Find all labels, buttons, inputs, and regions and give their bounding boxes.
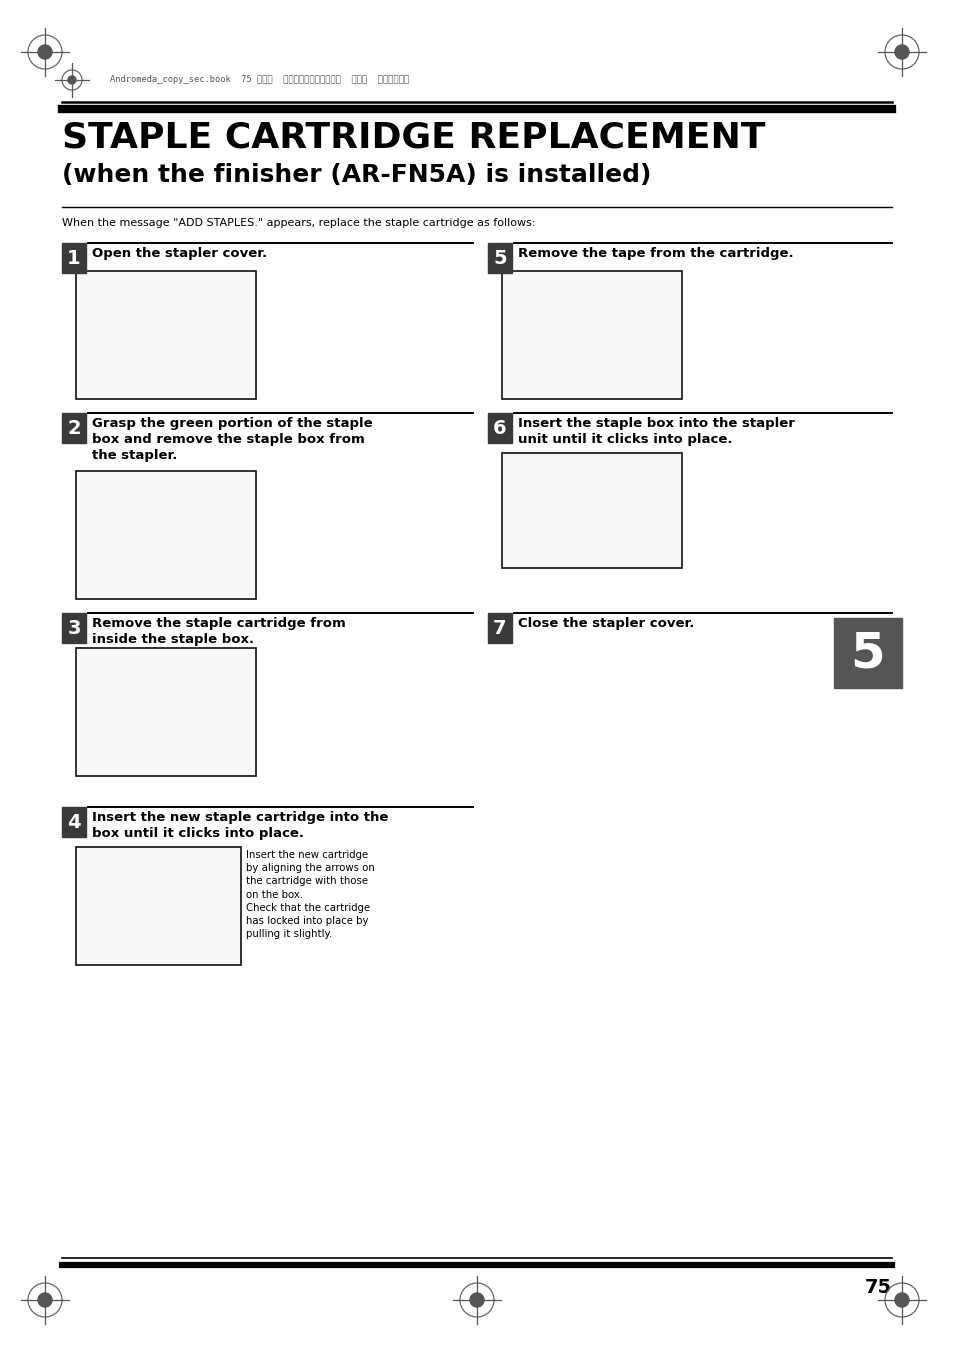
- Text: Open the stapler cover.: Open the stapler cover.: [91, 247, 267, 259]
- Text: Insert the staple box into the stapler
unit until it clicks into place.: Insert the staple box into the stapler u…: [517, 417, 794, 446]
- Circle shape: [38, 45, 52, 59]
- Circle shape: [470, 1293, 483, 1306]
- Text: Insert the new staple cartridge into the
box until it clicks into place.: Insert the new staple cartridge into the…: [91, 811, 388, 840]
- Bar: [488, 613, 512, 643]
- Text: 2: 2: [67, 419, 81, 438]
- Text: 5: 5: [850, 630, 884, 677]
- Text: When the message "ADD STAPLES." appears, replace the staple cartridge as follows: When the message "ADD STAPLES." appears,…: [62, 218, 535, 228]
- Circle shape: [68, 76, 76, 84]
- Text: 7: 7: [493, 619, 506, 638]
- Bar: [76, 648, 255, 775]
- Text: Remove the staple cartridge from
inside the staple box.: Remove the staple cartridge from inside …: [91, 617, 345, 646]
- Text: 3: 3: [67, 619, 81, 638]
- Text: Remove the tape from the cartridge.: Remove the tape from the cartridge.: [517, 247, 793, 259]
- Text: 6: 6: [493, 419, 506, 438]
- Bar: [76, 847, 241, 965]
- Bar: [62, 613, 86, 643]
- Bar: [62, 243, 86, 273]
- Bar: [76, 272, 255, 399]
- Text: 1: 1: [67, 249, 81, 267]
- Text: Insert the new cartridge
by aligning the arrows on
the cartridge with those
on t: Insert the new cartridge by aligning the…: [246, 850, 375, 939]
- Text: STAPLE CARTRIDGE REPLACEMENT: STAPLE CARTRIDGE REPLACEMENT: [62, 120, 764, 154]
- Bar: [76, 471, 255, 598]
- Text: Grasp the green portion of the staple
box and remove the staple box from
the sta: Grasp the green portion of the staple bo…: [91, 417, 373, 462]
- Bar: [62, 807, 86, 838]
- Bar: [488, 243, 512, 273]
- Bar: [501, 272, 681, 399]
- Circle shape: [894, 1293, 908, 1306]
- Text: 5: 5: [493, 249, 506, 267]
- Text: Close the stapler cover.: Close the stapler cover.: [517, 617, 694, 630]
- Bar: [501, 453, 681, 567]
- Text: 75: 75: [864, 1278, 891, 1297]
- Circle shape: [38, 1293, 52, 1306]
- Text: Andromeda_copy_sec.book  75 ページ  ２００６年１１月２３日  木曜日  午後６時１分: Andromeda_copy_sec.book 75 ページ ２００６年１１月２…: [110, 76, 409, 85]
- Bar: [833, 617, 901, 688]
- Text: 4: 4: [67, 812, 81, 831]
- Circle shape: [894, 45, 908, 59]
- Text: (when the finisher (AR-FN5A) is installed): (when the finisher (AR-FN5A) is installe…: [62, 163, 651, 186]
- Bar: [488, 413, 512, 443]
- Bar: [62, 413, 86, 443]
